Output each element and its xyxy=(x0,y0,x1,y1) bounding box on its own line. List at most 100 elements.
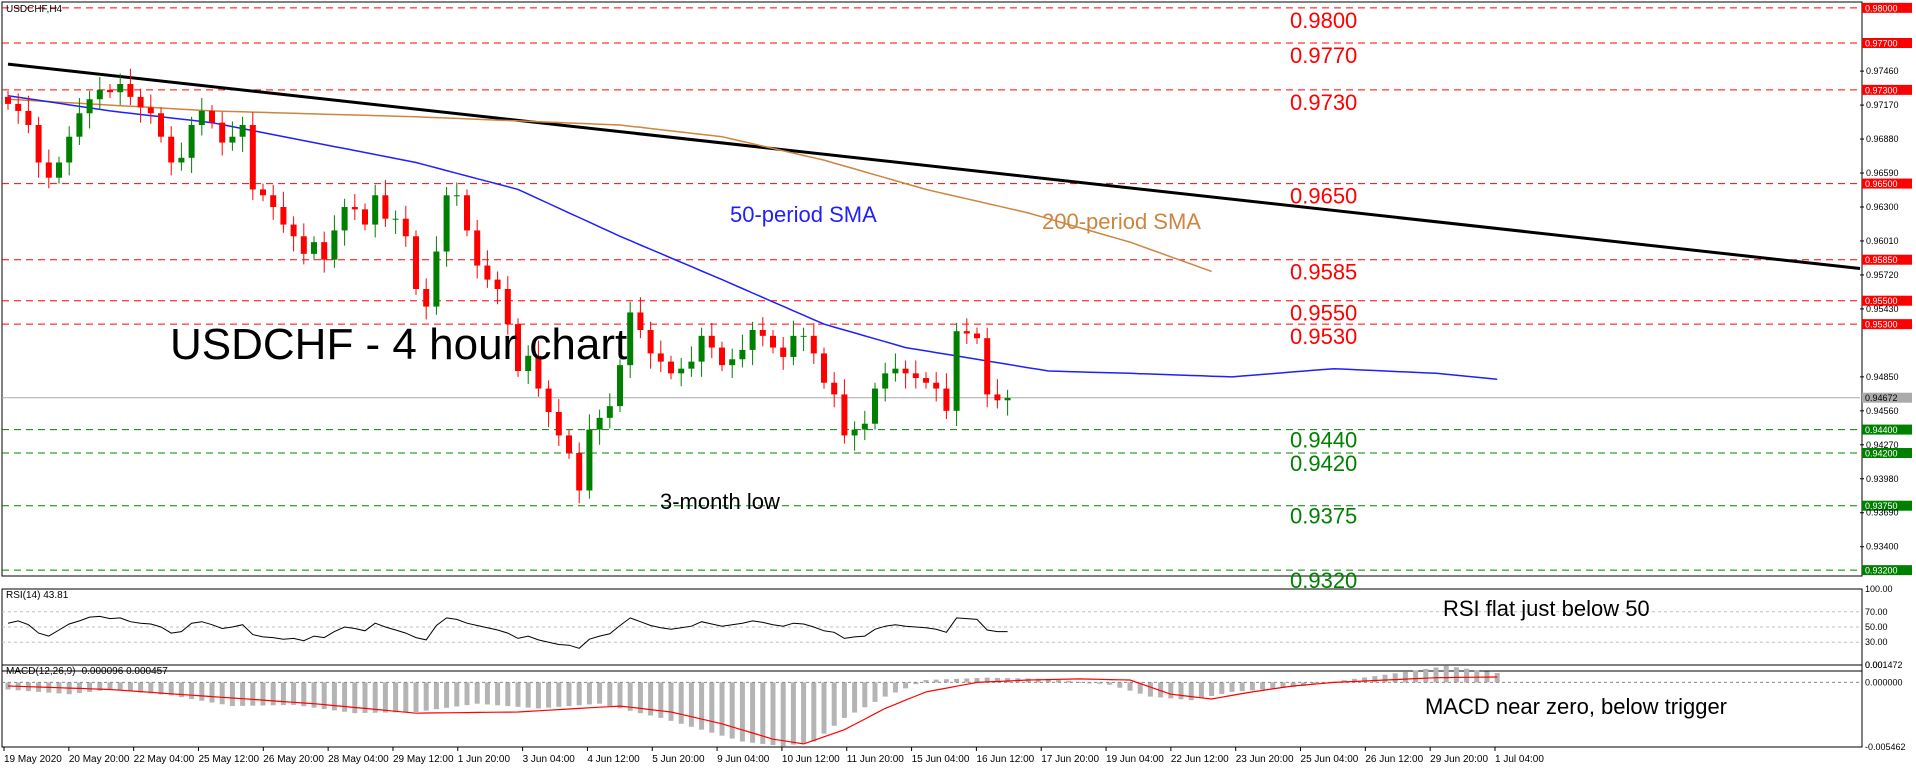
macd-histogram-bar xyxy=(1178,682,1184,700)
bear-candle xyxy=(759,330,766,336)
bear-candle xyxy=(321,242,328,260)
bull-candle xyxy=(872,388,878,424)
bear-candle xyxy=(912,373,919,379)
macd-histogram-bar xyxy=(546,682,552,708)
time-tick-label: 1 Jul 04:00 xyxy=(1495,754,1544,765)
bear-candle xyxy=(974,333,980,339)
macd-histogram-bar xyxy=(1137,682,1143,694)
current-price-tag-bg xyxy=(1862,392,1912,403)
macd-histogram-bar xyxy=(974,678,980,683)
macd-histogram-bar xyxy=(1351,678,1357,683)
macd-histogram-bar xyxy=(903,682,909,689)
bull-candle xyxy=(311,242,317,254)
sma50-line xyxy=(7,94,1498,380)
macd-histogram-bar xyxy=(495,682,501,706)
macd-histogram-bar xyxy=(739,682,745,742)
rsi-tick: 50.00 xyxy=(1865,622,1888,632)
sma200-line xyxy=(7,98,1212,273)
macd-histogram-bar xyxy=(240,682,246,706)
time-tick-label: 19 May 2020 xyxy=(4,754,62,765)
macd-histogram-bar xyxy=(444,682,450,708)
bull-candle xyxy=(525,355,532,371)
support-level-tag: 0.93750 xyxy=(1865,501,1898,511)
macd-histogram-bar xyxy=(1372,676,1378,683)
macd-histogram-bar xyxy=(699,682,705,730)
bull-candle xyxy=(341,207,348,231)
bear-candle xyxy=(249,125,256,190)
bear-candle xyxy=(15,103,22,111)
support-level-tag-bg xyxy=(1862,448,1912,458)
bull-candle xyxy=(861,423,868,430)
macd-histogram-bar xyxy=(138,682,144,693)
macd-histogram-bar xyxy=(464,682,470,706)
bull-candle xyxy=(178,157,185,163)
macd-histogram-bar xyxy=(148,682,154,694)
bull-candle xyxy=(749,330,756,350)
bear-candle xyxy=(647,330,654,354)
macd-histogram-bar xyxy=(882,682,888,697)
macd-histogram-bar xyxy=(301,682,307,707)
macd-tick: 0.000000 xyxy=(1865,677,1903,687)
support-level-tag-bg xyxy=(1862,565,1912,576)
macd-histogram-bar xyxy=(1158,682,1164,698)
macd-histogram-bar xyxy=(505,682,511,707)
macd-histogram-bar xyxy=(250,682,256,706)
macd-histogram-bar xyxy=(872,682,878,702)
rsi-layer: 100.00 70.00 50.00 30.00 0.00 xyxy=(2,584,1893,670)
bear-candle xyxy=(657,353,664,362)
bear-candle xyxy=(290,224,297,237)
price-tick-label: 0.97170 xyxy=(1866,100,1899,110)
macd-histogram-bar xyxy=(1494,672,1500,683)
macd-histogram-bar xyxy=(321,682,327,710)
resistance-level-label: 0.9585 xyxy=(1290,260,1357,285)
macd-histogram-bar xyxy=(1066,680,1072,683)
resistance-level-tag: 0.98000 xyxy=(1865,3,1898,13)
resistance-level-tag-bg xyxy=(1862,38,1912,48)
macd-histogram-bar xyxy=(97,682,103,691)
bull-candle xyxy=(229,136,236,143)
macd-histogram-bar xyxy=(1392,673,1398,683)
macd-histogram-bar xyxy=(413,682,419,712)
macd-histogram-bar xyxy=(892,682,898,693)
macd-histogram-bar xyxy=(1005,678,1011,683)
macd-histogram-bar xyxy=(780,682,786,747)
rsi-tick: 70.00 xyxy=(1865,607,1888,617)
bear-candle xyxy=(413,236,419,289)
macd-histogram-bar xyxy=(158,682,164,695)
macd-histogram-bar xyxy=(648,682,654,716)
bull-candle xyxy=(678,368,685,374)
macd-histogram-bar xyxy=(831,682,837,726)
bull-candle xyxy=(790,335,797,357)
resistance-level-tag-bg xyxy=(1862,254,1912,265)
resistance-level-tag: 0.95500 xyxy=(1865,296,1898,306)
current-price-tag: 0.94672 xyxy=(1865,393,1898,403)
bear-candle xyxy=(402,218,409,237)
macd-histogram-bar xyxy=(209,682,215,703)
macd-panel-frame xyxy=(1,664,1863,748)
time-tick-label: 22 Jun 12:00 xyxy=(1171,754,1229,765)
bull-candle xyxy=(739,349,746,360)
rsi-annotation: RSI flat just below 50 xyxy=(1443,596,1650,621)
macd-histogram-bar xyxy=(964,678,970,683)
bull-candle xyxy=(688,361,695,369)
bear-candle xyxy=(719,347,725,366)
bull-candle xyxy=(617,365,623,407)
price-tick-label: 0.95720 xyxy=(1866,270,1899,280)
price-tick-label: 0.96300 xyxy=(1866,202,1899,212)
bull-candle xyxy=(892,368,899,374)
bull-candle xyxy=(433,251,440,307)
bear-candle xyxy=(260,189,266,196)
time-tick-label: 28 May 04:00 xyxy=(328,754,389,765)
price-tick-label: 0.96880 xyxy=(1866,134,1899,144)
macd-histogram-bar xyxy=(291,682,297,705)
bull-candle xyxy=(56,162,62,178)
macd-histogram-bar xyxy=(280,682,286,706)
bear-candle xyxy=(943,388,950,411)
time-tick-label: 19 Jun 04:00 xyxy=(1106,754,1164,765)
macd-histogram-bar xyxy=(760,682,766,744)
macd-histogram-bar xyxy=(668,682,674,721)
macd-histogram-bar xyxy=(913,682,919,685)
macd-histogram-bar xyxy=(1056,679,1062,683)
support-level-tag-bg xyxy=(1862,500,1912,511)
macd-histogram-bar xyxy=(107,682,113,690)
